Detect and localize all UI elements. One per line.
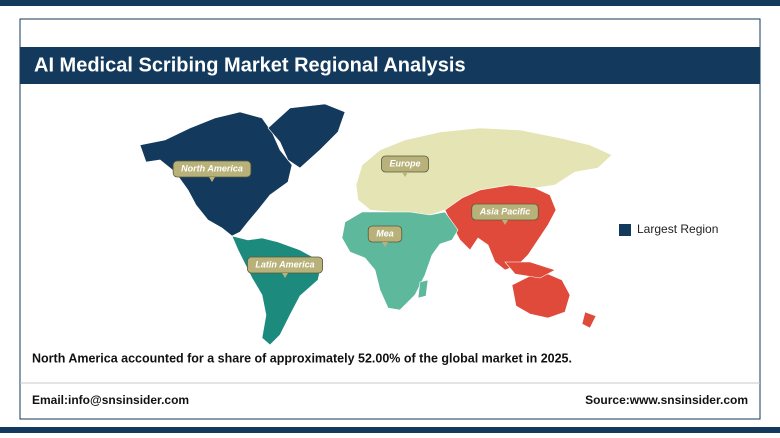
legend-swatch [619, 224, 631, 236]
region-label: Mea [376, 228, 394, 238]
region-label: Latin America [255, 259, 314, 269]
region-callout: Latin America [247, 256, 323, 278]
top-bar [0, 0, 780, 6]
region-label: Europe [389, 158, 420, 168]
callout-tip [382, 242, 388, 247]
region-shape [267, 103, 346, 169]
callout-tip [402, 172, 408, 177]
region-callout: Europe [381, 155, 429, 177]
footer-source: Source:www.snsinsider.com [585, 393, 748, 407]
callout-tip [209, 177, 215, 182]
region-label: Asia Pacific [479, 206, 531, 216]
region-label: North America [181, 163, 243, 173]
title: AI Medical Scribing Market Regional Anal… [34, 54, 466, 76]
region-callout: North America [172, 160, 252, 182]
callout-tip [502, 220, 508, 225]
footer-email: Email:info@snsinsider.com [32, 393, 189, 407]
region-shape [504, 261, 556, 279]
legend-label: Largest Region [637, 222, 718, 236]
bottom-bar [0, 427, 780, 433]
region-callout: Asia Pacific [471, 203, 539, 225]
callout-tip [282, 273, 288, 278]
region-shape [581, 311, 597, 329]
title-band [20, 47, 760, 84]
region-labels: North America Europe Asia Pacific Mea Latin … [172, 155, 539, 278]
region-shape [417, 279, 429, 299]
note: North America accounted for a share of a… [32, 351, 572, 365]
region-callout: Mea [367, 225, 403, 247]
